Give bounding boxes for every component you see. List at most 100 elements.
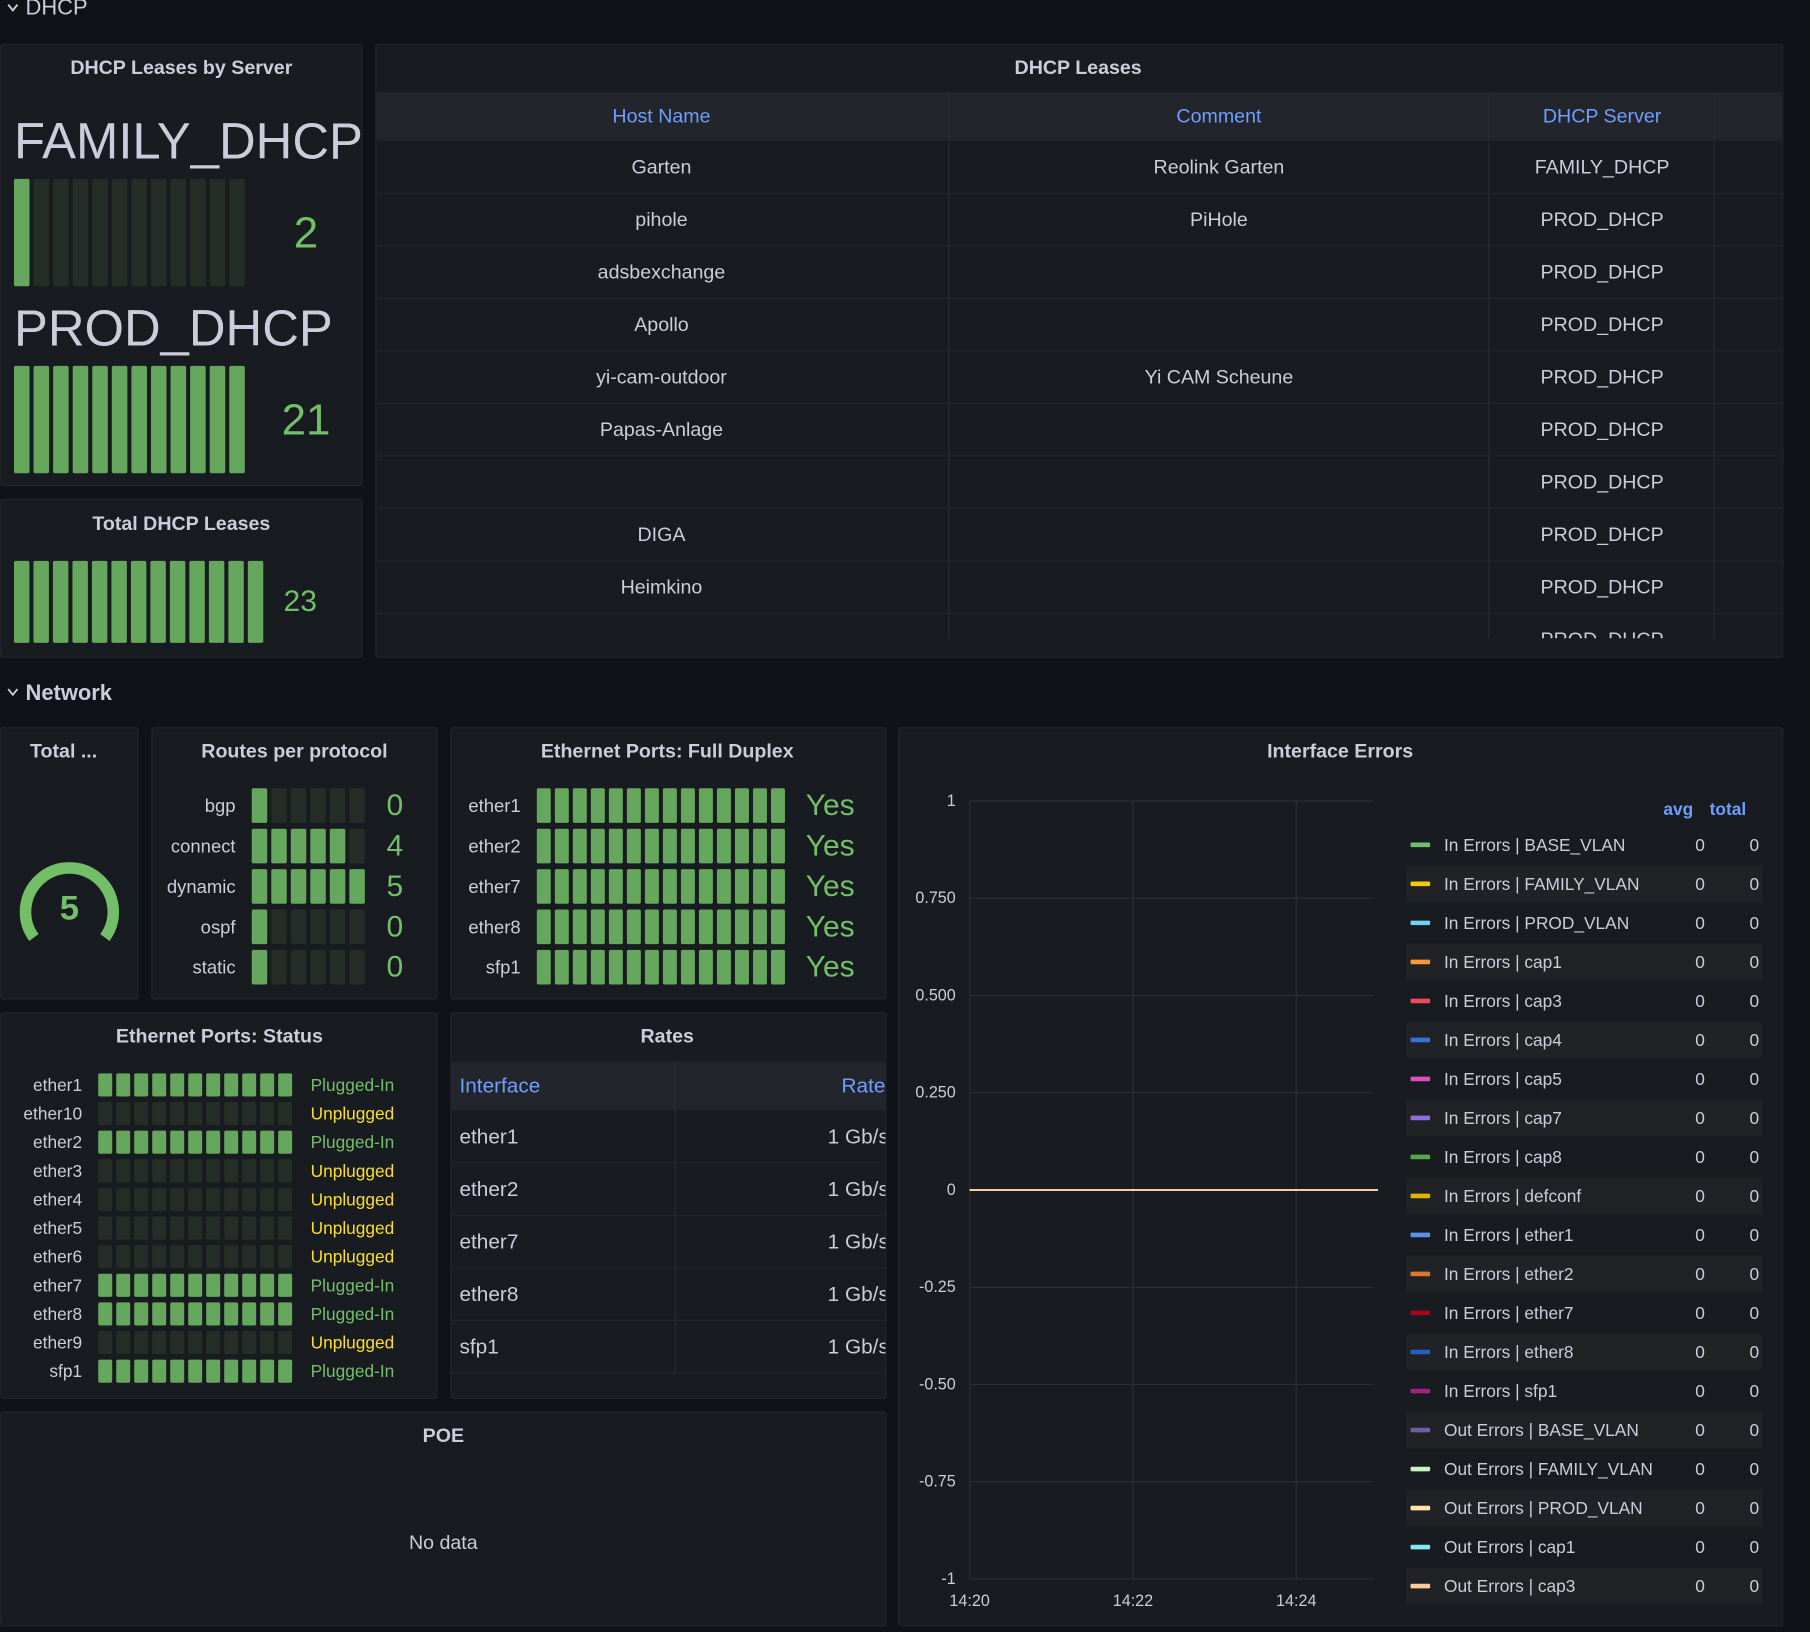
- column-header: Rate: [842, 1075, 886, 1098]
- legend-item[interactable]: In Errors | cap3: [1444, 991, 1562, 1011]
- legend-item[interactable]: In Errors | cap7: [1444, 1108, 1562, 1128]
- table-cell: DIGA: [637, 524, 686, 546]
- legend-item[interactable]: Out Errors | BASE_VLAN: [1444, 1420, 1639, 1440]
- legend-item[interactable]: In Errors | sfp1: [1444, 1381, 1557, 1401]
- table-cell: PROD_DHCP: [1541, 366, 1664, 388]
- gauge-cell: [131, 178, 147, 287]
- gauge-cell: [206, 1330, 221, 1355]
- gauge-cell: [290, 909, 307, 945]
- gauge-cell: [170, 1330, 185, 1355]
- legend-header: total: [1710, 799, 1747, 819]
- gauge-cell: [188, 1359, 203, 1383]
- status-value: Plugged-In: [311, 1275, 395, 1295]
- legend-swatch: [1410, 1076, 1431, 1082]
- panel-title: Total ...: [30, 740, 97, 762]
- gauge-cell: [260, 1130, 275, 1154]
- port-label: sfp1: [49, 1361, 82, 1381]
- legend-row-bg: [1405, 1411, 1763, 1449]
- y-tick-label: -0.75: [919, 1473, 956, 1491]
- table-cell: adsbexchange: [598, 261, 726, 283]
- legend-item[interactable]: Out Errors | cap1: [1444, 1537, 1575, 1557]
- gauge-cell: [554, 909, 569, 945]
- legend-total: 0: [1749, 1537, 1759, 1557]
- legend-item[interactable]: In Errors | ether2: [1444, 1264, 1573, 1284]
- legend-item[interactable]: In Errors | cap1: [1444, 952, 1562, 972]
- gauge-cell: [170, 1273, 185, 1297]
- legend-total: 0: [1749, 913, 1759, 933]
- gauge-cell: [152, 1102, 167, 1126]
- legend-row-bg: [1405, 1021, 1763, 1059]
- gauge-cell: [170, 1073, 185, 1097]
- gauge-cell: [680, 788, 695, 823]
- gauge-cell: [680, 949, 695, 985]
- legend-avg: 0: [1695, 1381, 1705, 1401]
- gauge-cell: [169, 560, 186, 643]
- bar-gauge: [251, 949, 365, 985]
- legend-total: 0: [1749, 1576, 1759, 1596]
- gauge-cell: [228, 560, 244, 643]
- gauge-cell: [229, 365, 245, 474]
- legend-item[interactable]: In Errors | ether8: [1444, 1342, 1573, 1362]
- legend-item[interactable]: In Errors | cap5: [1444, 1069, 1562, 1089]
- gauge-cell: [134, 1187, 149, 1211]
- table-cell: 1 Gb/s: [828, 1178, 889, 1201]
- table-cell: pihole: [635, 209, 687, 231]
- server-name: FAMILY_DHCP: [14, 112, 363, 169]
- gauge-cell: [92, 178, 108, 287]
- gauge-cell: [644, 869, 659, 904]
- gauge-cell: [224, 1102, 239, 1126]
- legend-item[interactable]: In Errors | BASE_VLAN: [1444, 835, 1625, 855]
- gauge-cell: [98, 1302, 113, 1326]
- port-label: ether3: [33, 1161, 82, 1181]
- legend-swatch: [1410, 842, 1431, 848]
- legend-item[interactable]: In Errors | PROD_VLAN: [1444, 913, 1629, 933]
- legend-item[interactable]: In Errors | ether7: [1444, 1303, 1573, 1323]
- gauge-cell: [310, 788, 326, 823]
- legend-swatch: [1410, 1193, 1431, 1199]
- table-cell: PROD_DHCP: [1541, 629, 1664, 651]
- legend-item[interactable]: In Errors | ether1: [1444, 1225, 1573, 1245]
- section-title[interactable]: DHCP: [26, 0, 88, 19]
- legend-item[interactable]: In Errors | FAMILY_VLAN: [1444, 874, 1639, 894]
- legend-item[interactable]: In Errors | cap8: [1444, 1147, 1562, 1167]
- gauge-cell: [188, 1330, 203, 1355]
- collapse-chevron[interactable]: [7, 688, 19, 697]
- gauge-cell: [554, 869, 569, 904]
- panel-title: Ethernet Ports: Full Duplex: [541, 740, 794, 762]
- gauge-cell: [271, 788, 287, 823]
- section-title[interactable]: Network: [26, 680, 113, 705]
- legend-item[interactable]: Out Errors | FAMILY_VLAN: [1444, 1459, 1653, 1479]
- gauge-cell: [111, 365, 128, 474]
- bar-gauge: [251, 909, 365, 945]
- collapse-chevron[interactable]: [7, 4, 19, 12]
- gauge-cell: [242, 1159, 257, 1183]
- gauge-cell: [116, 1216, 131, 1240]
- gauge-cell: [116, 1159, 131, 1183]
- legend-item[interactable]: Out Errors | PROD_VLAN: [1444, 1498, 1643, 1518]
- legend-item[interactable]: Out Errors | cap3: [1444, 1576, 1575, 1596]
- gauge-cell: [260, 1245, 275, 1269]
- table-cell: PiHole: [1190, 209, 1248, 231]
- legend-swatch: [1410, 1466, 1431, 1472]
- gauge-cell: [188, 1302, 203, 1326]
- gauge-cell: [150, 365, 167, 474]
- table-cell: PROD_DHCP: [1541, 524, 1664, 546]
- bar-gauge: [98, 1216, 293, 1240]
- legend-item[interactable]: In Errors | cap4: [1444, 1030, 1562, 1050]
- gauge-cell: [698, 949, 713, 985]
- y-tick-label: -1: [941, 1570, 955, 1588]
- legend-total: 0: [1749, 1186, 1759, 1206]
- gauge-cell: [680, 828, 695, 864]
- legend-row-bg: [1405, 1099, 1763, 1137]
- gauge-cell: [224, 1073, 239, 1097]
- duplex-value: Yes: [806, 789, 855, 822]
- gauge-cell: [608, 788, 623, 823]
- gauge-cell: [224, 1187, 239, 1211]
- gauge-cell: [290, 869, 307, 904]
- legend-total: 0: [1749, 1030, 1759, 1050]
- gauge-cell: [608, 949, 623, 985]
- legend-item[interactable]: In Errors | defconf: [1444, 1186, 1581, 1206]
- legend-avg: 0: [1695, 1147, 1705, 1167]
- gauge-cell: [626, 869, 641, 904]
- gauge-cell: [152, 1187, 167, 1211]
